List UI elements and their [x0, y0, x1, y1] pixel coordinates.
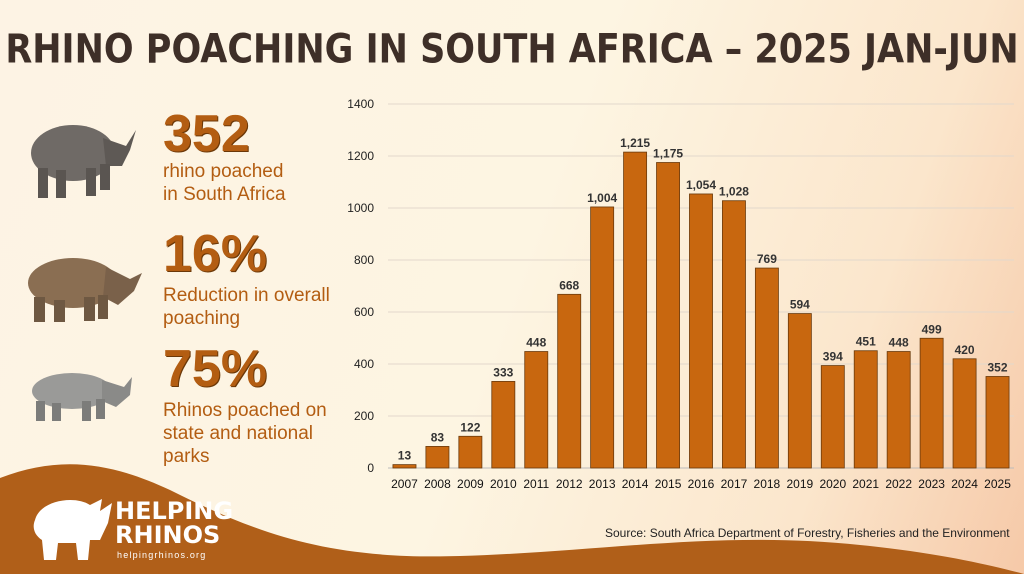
- bar: [820, 365, 845, 469]
- bar: [656, 162, 680, 469]
- data-label: 594: [790, 298, 810, 312]
- data-label: 394: [823, 350, 843, 364]
- data-label: 448: [526, 336, 546, 350]
- data-label: 420: [955, 343, 975, 357]
- x-tick-label: 2012: [556, 477, 583, 491]
- data-label: 13: [398, 449, 412, 463]
- bar: [985, 376, 1010, 469]
- bar: [722, 200, 746, 469]
- data-label: 333: [493, 365, 513, 379]
- y-tick-label: 600: [354, 305, 374, 319]
- page-title: RHINO POACHING IN SOUTH AFRICA – 2025 JA…: [5, 27, 1019, 73]
- stat-desc-line: state and national: [163, 423, 314, 444]
- helping-rhinos-logo[interactable]: HELPING RHINOS helpingrhinos.org: [30, 495, 233, 570]
- x-tick-label: 2022: [885, 477, 912, 491]
- x-tick-label: 2008: [424, 477, 451, 491]
- x-tick-label: 2011: [523, 477, 549, 491]
- data-label: 499: [922, 322, 942, 336]
- x-tick-label: 2007: [391, 477, 418, 491]
- data-label: 1,054: [686, 178, 716, 192]
- data-label: 1,004: [587, 191, 617, 205]
- grey-rhino-icon: [32, 373, 132, 421]
- bar: [886, 351, 911, 469]
- bar: [458, 435, 483, 469]
- x-tick-label: 2010: [490, 477, 517, 491]
- y-tick-label: 1400: [347, 97, 374, 111]
- bar: [425, 446, 450, 469]
- bar: [689, 193, 713, 469]
- stat-poached: 352 rhino poached in South Africa: [163, 108, 286, 206]
- source-note: Source: South Africa Department of Fores…: [605, 526, 1010, 540]
- stat-desc-line: poaching: [163, 308, 241, 329]
- data-label: 769: [757, 252, 777, 266]
- x-tick-label: 2016: [688, 477, 715, 491]
- data-label: 1,175: [653, 147, 683, 161]
- y-tick-label: 800: [354, 253, 374, 267]
- bar: [557, 293, 582, 469]
- bar: [491, 381, 516, 469]
- bar: [952, 358, 977, 469]
- rhino-logo-icon: [33, 499, 112, 560]
- bar: [623, 151, 648, 469]
- logo-url: helpingrhinos.org: [117, 550, 207, 560]
- y-tick-label: 1200: [347, 149, 374, 163]
- y-tick-label: 1000: [347, 201, 374, 215]
- y-tick-label: 200: [354, 409, 374, 423]
- stat-parks: 75% Rhinos poached on state and national…: [163, 343, 327, 468]
- x-tick-label: 2019: [786, 477, 813, 491]
- stat-desc-line: in South Africa: [163, 184, 286, 205]
- x-tick-label: 2024: [951, 477, 978, 491]
- white-rhino-icon: [28, 258, 142, 322]
- stat-desc-line: Rhinos poached on: [163, 400, 327, 421]
- data-label: 668: [559, 278, 579, 292]
- data-label: 1,028: [719, 185, 749, 199]
- stat-desc-line: parks: [163, 446, 210, 467]
- y-tick-label: 400: [354, 357, 374, 371]
- bar: [524, 351, 549, 469]
- bar: [787, 313, 812, 469]
- bar: [919, 337, 944, 469]
- stat-desc-line: Reduction in overall: [163, 285, 330, 306]
- x-tick-label: 2013: [589, 477, 616, 491]
- stat-reduction: 16% Reduction in overall poaching: [163, 228, 330, 330]
- data-label: 352: [988, 360, 1008, 374]
- data-label: 448: [889, 336, 909, 350]
- data-label: 122: [460, 420, 480, 434]
- x-tick-label: 2023: [918, 477, 945, 491]
- logo-line2: RHINOS: [115, 521, 221, 549]
- data-label: 83: [431, 430, 445, 444]
- x-tick-label: 2021: [852, 477, 879, 491]
- data-label: 451: [856, 335, 876, 349]
- bar: [853, 350, 878, 469]
- stat-value: 352: [163, 105, 250, 163]
- x-tick-label: 2018: [754, 477, 781, 491]
- y-tick-label: 0: [367, 461, 374, 475]
- bar: [754, 267, 779, 469]
- stat-value: 75%: [163, 340, 268, 398]
- stat-value: 16%: [163, 225, 268, 283]
- x-tick-label: 2017: [721, 477, 748, 491]
- bar: [590, 206, 615, 469]
- x-tick-label: 2015: [655, 477, 682, 491]
- x-tick-label: 2020: [819, 477, 846, 491]
- x-tick-label: 2025: [984, 477, 1011, 491]
- x-tick-label: 2009: [457, 477, 484, 491]
- x-tick-label: 2014: [622, 477, 649, 491]
- data-label: 1,215: [620, 136, 650, 150]
- bar: [392, 464, 417, 469]
- stat-desc-line: rhino poached: [163, 161, 284, 182]
- logo-line1: HELPING: [115, 497, 234, 525]
- black-rhino-icon: [31, 125, 136, 198]
